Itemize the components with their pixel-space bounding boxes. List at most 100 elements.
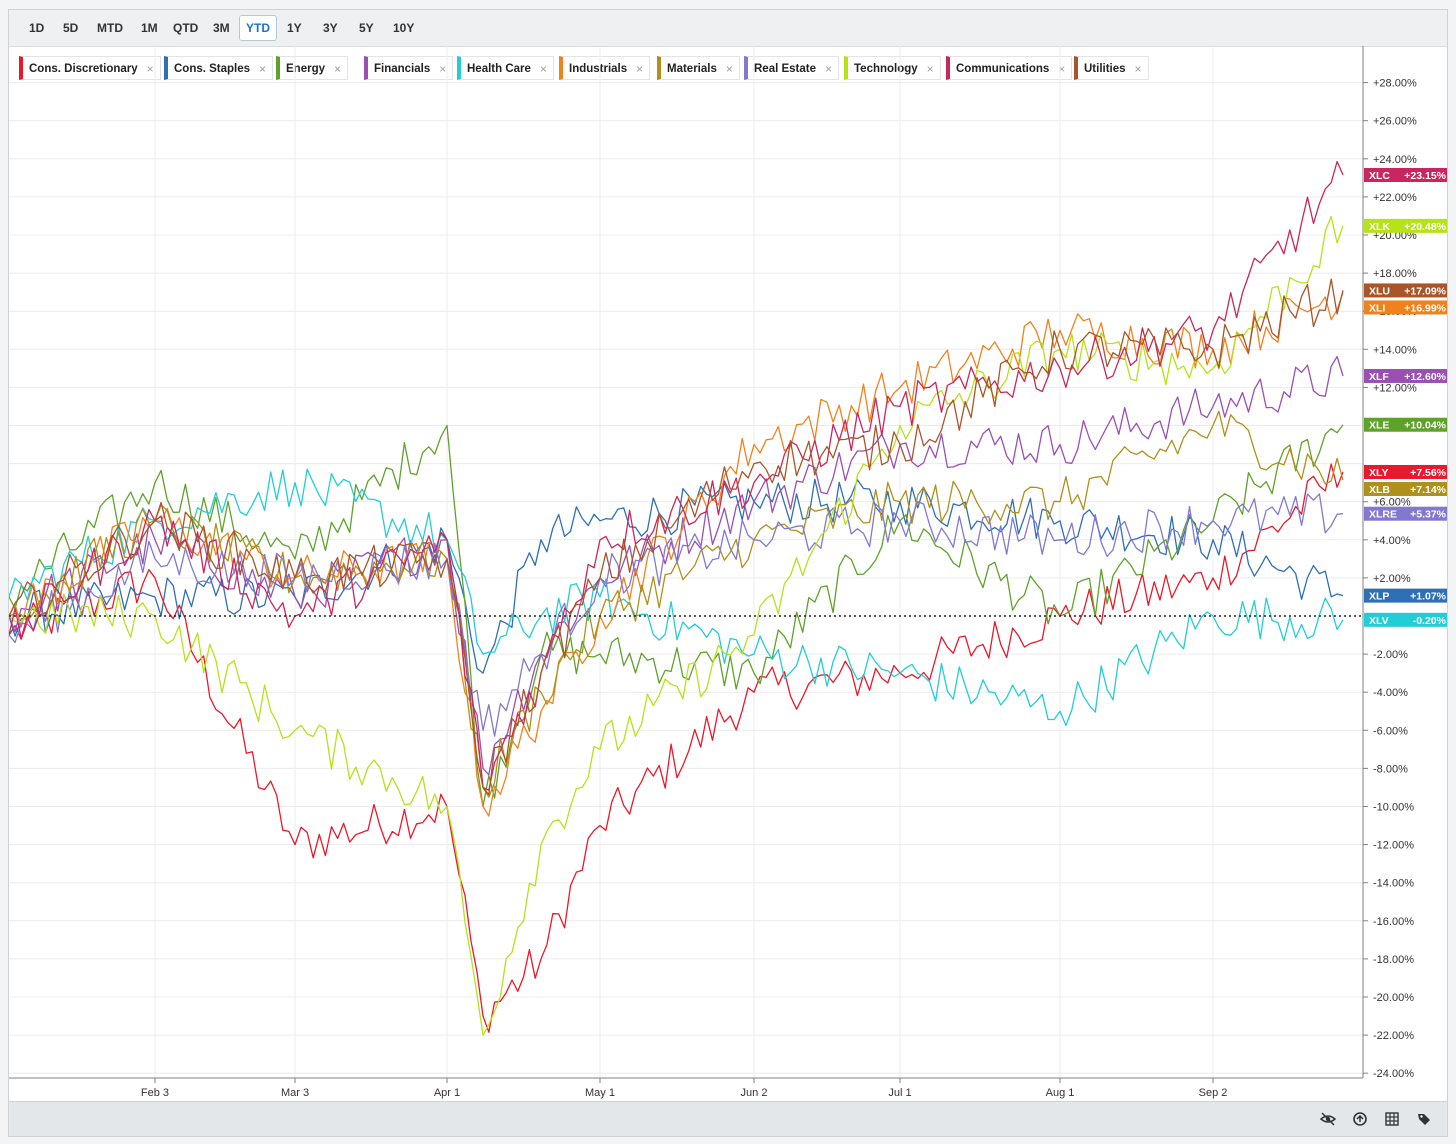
series-line-xlb[interactable] (9, 410, 1344, 798)
range-button-3y[interactable]: 3Y (323, 21, 338, 35)
end-value-tag-bg (1364, 283, 1447, 298)
x-tick-label: Jun 2 (741, 1087, 768, 1099)
chart-panel: 1D 5D MTD 1M QTD 3M YTD 1Y 3Y 5Y 10Y Cons. Discret… (8, 9, 1448, 1137)
end-value-tag: XLV -0.20% (1364, 612, 1447, 627)
range-button-5d[interactable]: 5D (63, 21, 79, 35)
legend-chip[interactable]: Real Estate × (744, 56, 840, 80)
series-line-xly[interactable] (9, 463, 1344, 1033)
y-tick-label: -18.00% (1373, 954, 1414, 966)
end-value-tag: XLE +10.04% (1364, 417, 1447, 432)
series-line-xlc[interactable] (9, 160, 1344, 791)
series-line-xlf[interactable] (9, 355, 1344, 776)
end-value-label: +5.37% (1410, 509, 1447, 521)
y-tick-label: -24.00% (1373, 1068, 1414, 1080)
end-value-ticker: XLI (1369, 302, 1385, 314)
hide-series-icon[interactable] (1319, 1110, 1337, 1128)
end-value-tag: XLI +16.99% (1364, 300, 1447, 315)
y-tick-label: -2.00% (1373, 649, 1408, 661)
series-line-xlv[interactable] (9, 468, 1344, 727)
remove-series-icon[interactable]: × (539, 62, 547, 76)
end-value-tag-bg (1364, 368, 1447, 383)
series-line-xlk[interactable] (9, 215, 1344, 1036)
end-value-ticker: XLY (1369, 467, 1388, 479)
end-value-tags: XLC +23.15% XLK +20.48% XLU +17.09% XLI +16.99%… (1364, 167, 1447, 627)
end-value-tag: XLY +7.56% (1364, 464, 1447, 479)
y-tick-label: -10.00% (1373, 802, 1414, 814)
series-line-xlu[interactable] (9, 278, 1344, 796)
legend-chip[interactable]: Cons. Discretionary × (19, 56, 161, 80)
series-line-xle[interactable] (9, 424, 1344, 808)
range-button-1m[interactable]: 1M (141, 21, 158, 35)
legend-chip[interactable]: Utilities × (1074, 56, 1149, 80)
range-button-ytd[interactable]: YTD (239, 15, 277, 41)
grid-icon[interactable] (1383, 1110, 1401, 1128)
legend-label: Technology (854, 63, 918, 75)
remove-series-icon[interactable]: × (259, 62, 267, 76)
end-value-label: +20.48% (1404, 221, 1446, 233)
y-tick-label: +2.00% (1373, 573, 1411, 585)
legend-label: Real Estate (754, 63, 817, 75)
x-tick-label: Sep 2 (1199, 1087, 1228, 1099)
chart-footer (9, 1101, 1447, 1136)
end-value-ticker: XLC (1369, 170, 1390, 182)
tags-icon[interactable] (1415, 1110, 1433, 1128)
range-button-10y[interactable]: 10Y (393, 21, 415, 35)
y-tick-label: +12.00% (1373, 382, 1417, 394)
y-tick-label: -6.00% (1373, 725, 1408, 737)
range-button-1d[interactable]: 1D (29, 21, 45, 35)
legend-chip[interactable]: Industrials × (559, 56, 651, 80)
end-value-tag-bg (1364, 481, 1447, 496)
legend-chip[interactable]: Energy × (276, 56, 348, 80)
series-legend: Cons. Discretionary × Cons. Staples × Energy… (19, 56, 1359, 82)
legend-label: Cons. Staples (174, 63, 251, 75)
range-button-5y[interactable]: 5Y (359, 21, 374, 35)
y-tick-label: +24.00% (1373, 154, 1417, 166)
legend-chip[interactable]: Communications × (946, 56, 1073, 80)
series-line-xlre[interactable] (9, 493, 1344, 737)
y-tick-label: +4.00% (1373, 535, 1411, 547)
remove-series-icon[interactable]: × (333, 62, 341, 76)
y-tick-label: +6.00% (1373, 497, 1411, 509)
legend-chip[interactable]: Materials × (657, 56, 740, 80)
legend-label: Cons. Discretionary (29, 63, 138, 75)
range-button-3m[interactable]: 3M (213, 21, 230, 35)
x-tick-label: Jul 1 (888, 1087, 911, 1099)
legend-label: Utilities (1084, 63, 1126, 75)
end-value-tag-bg (1364, 167, 1447, 182)
range-button-qtd[interactable]: QTD (173, 21, 199, 35)
legend-label: Health Care (467, 63, 531, 75)
range-button-1y[interactable]: 1Y (287, 21, 302, 35)
end-value-tag: XLK +20.48% (1364, 218, 1447, 233)
remove-series-icon[interactable]: × (439, 62, 447, 76)
end-value-tag-bg (1364, 417, 1447, 432)
remove-series-icon[interactable]: × (1058, 62, 1066, 76)
series-line-xlp[interactable] (9, 478, 1344, 674)
remove-series-icon[interactable]: × (1134, 62, 1142, 76)
performance-chart[interactable]: +28.00% +26.00% +24.00% +22.00% +20.00% +18.0… (9, 46, 1447, 1102)
end-value-ticker: XLK (1369, 221, 1390, 233)
remove-series-icon[interactable]: × (146, 62, 154, 76)
end-value-label: +17.09% (1404, 285, 1446, 297)
end-value-tag: XLU +17.09% (1364, 283, 1447, 298)
legend-chip[interactable]: Financials × (364, 56, 454, 80)
y-tick-label: +22.00% (1373, 192, 1417, 204)
compare-icon[interactable] (1351, 1110, 1369, 1128)
y-tick-label: -20.00% (1373, 992, 1414, 1004)
range-button-mtd[interactable]: MTD (97, 21, 123, 35)
end-value-label: +12.60% (1404, 371, 1446, 383)
end-value-tag-bg (1364, 588, 1447, 603)
legend-chip[interactable]: Technology × (844, 56, 941, 80)
y-tick-label: -16.00% (1373, 916, 1414, 928)
x-tick-label: Mar 3 (281, 1087, 309, 1099)
y-tick-label: +14.00% (1373, 344, 1417, 356)
legend-label: Communications (956, 63, 1050, 75)
remove-series-icon[interactable]: × (825, 62, 833, 76)
remove-series-icon[interactable]: × (725, 62, 733, 76)
remove-series-icon[interactable]: × (926, 62, 934, 76)
end-value-label: +1.07% (1410, 591, 1447, 603)
legend-chip[interactable]: Cons. Staples × (164, 56, 274, 80)
end-value-tag-bg (1364, 612, 1447, 627)
remove-series-icon[interactable]: × (636, 62, 644, 76)
legend-chip[interactable]: Health Care × (457, 56, 554, 80)
